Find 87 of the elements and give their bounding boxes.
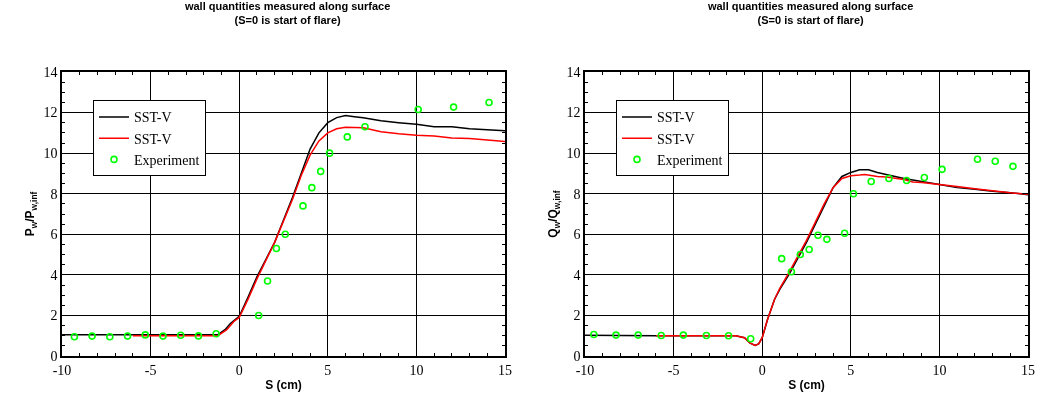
point [106,332,114,341]
point [194,332,203,340]
legend-label: SST-V [134,131,172,147]
point [938,165,946,174]
y-tick-label: 8 [573,186,581,202]
point [702,331,711,340]
legend-label: Experiment [657,152,723,168]
point [159,332,167,340]
x-axis-title: S (cm) [265,377,302,392]
x-tick-label: 15 [1021,362,1035,378]
point [123,332,132,340]
point [299,202,307,210]
point [325,149,334,157]
point [141,331,150,339]
point [991,157,1000,166]
x-tick-label: -10 [52,362,72,378]
point [840,229,849,238]
y-tick-label: 2 [50,308,58,324]
point [485,98,493,107]
legend-label: SST-V [657,131,695,147]
point [849,189,858,198]
y-tick-label: 0 [50,348,58,364]
x-tick-label: 15 [498,362,512,378]
y-tick-label: 14 [566,64,581,80]
x-tick-label: 0 [235,362,243,378]
point [787,268,796,276]
point [281,230,290,239]
x-tick-label: 5 [847,362,855,378]
y-tick-label: 14 [43,64,58,80]
y-tick-label: 12 [566,105,581,121]
point [823,235,831,244]
point [746,334,755,343]
point [414,105,422,114]
x-tick-label: -10 [575,362,595,378]
point [254,311,263,320]
point [612,331,620,339]
point [1009,162,1017,171]
point [885,174,893,183]
point [805,245,813,254]
legend-label: Experiment [134,152,200,168]
point [272,244,281,253]
x-tick-label: 10 [409,362,424,378]
y-tick-label: 4 [50,267,58,283]
point [920,173,929,182]
point [361,122,369,131]
line-series [655,173,1028,347]
point [176,331,185,340]
y-tick-label: 10 [43,146,58,162]
point [590,330,598,339]
x-tick-label: -5 [667,362,680,378]
y-tick-label: 0 [573,348,581,364]
chart-subtitle: (S=0 is start of flare) [757,14,865,27]
point [902,176,911,185]
chart-title: wall quantities measured along surface [706,0,914,13]
y-tick-label: 6 [573,227,581,243]
point [724,331,733,340]
point [777,254,786,263]
point [867,177,875,186]
x-tick-label: -5 [144,362,157,378]
x-axis-title: S (cm) [788,377,825,392]
point [316,167,325,176]
chart-subtitle: (S=0 is start of flare) [234,14,342,27]
point [263,277,272,285]
point [449,103,458,111]
legend-label: SST-V [134,110,172,126]
point [657,331,665,340]
point [973,155,982,164]
point [70,332,79,341]
y-tick-label: 8 [50,186,58,202]
point [634,331,642,339]
point [814,231,822,240]
point [679,331,688,339]
x-tick-label: 10 [932,362,947,378]
x-tick-label: 0 [758,362,766,378]
y-tick-label: 12 [43,105,58,121]
chart-title: wall quantities measured along surface [183,0,391,13]
point [88,332,96,340]
x-tick-label: 5 [324,362,332,378]
point [212,329,220,338]
point [308,183,316,192]
point [343,133,352,141]
y-tick-label: 6 [50,227,58,243]
point [796,250,805,259]
y-tick-label: 10 [566,146,581,162]
y-tick-label: 2 [573,308,581,324]
y-tick-label: 4 [573,267,581,283]
legend-label: SST-V [657,110,695,126]
